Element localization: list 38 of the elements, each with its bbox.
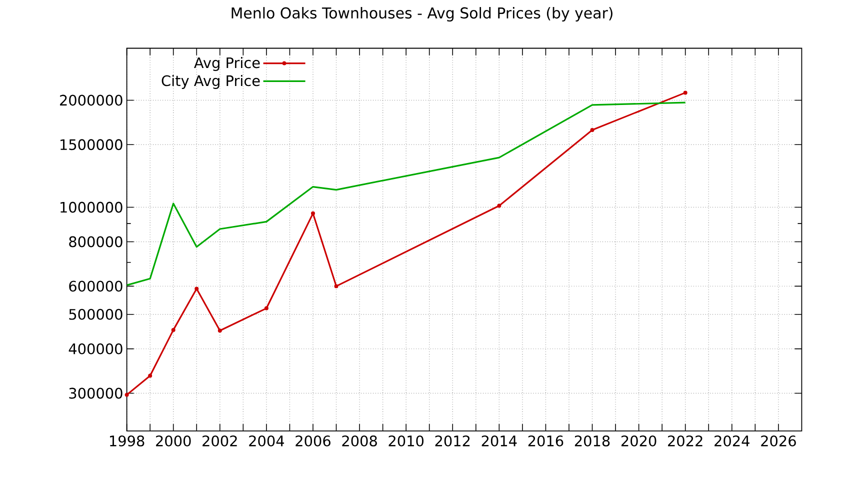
point	[334, 284, 338, 288]
point	[590, 128, 594, 132]
y-tick-label: 1500000	[60, 139, 122, 150]
x-tick-label: 2018	[574, 435, 610, 446]
x-tick-label: 2026	[761, 435, 796, 446]
point	[218, 328, 222, 333]
x-tick-label: 2016	[528, 435, 564, 446]
x-tick-label: 2006	[296, 435, 330, 446]
y-tick-label: 600000	[69, 280, 122, 292]
legend-label: City Avg Price	[162, 74, 260, 89]
point	[683, 90, 688, 95]
y-tick-label: 400000	[68, 343, 122, 354]
y-tick-label: 300000	[69, 388, 122, 399]
x-tick-label: 2010	[388, 435, 424, 446]
x-tick-label: 1998	[110, 435, 144, 446]
x-tick-label: 2004	[249, 435, 284, 446]
point	[310, 211, 315, 216]
legend-label: Avg Price	[194, 57, 260, 72]
y-tick-label: 2000000	[60, 94, 122, 106]
x-tick-label: 2014	[482, 435, 517, 446]
x-tick-label: 2024	[714, 435, 750, 446]
x-tick-label: 2000	[156, 435, 191, 446]
point	[264, 306, 268, 310]
y-tick-label: 800000	[69, 236, 122, 248]
y-tick-label: 1000000	[60, 202, 122, 213]
point	[194, 286, 199, 291]
x-tick-label: 2002	[202, 435, 237, 446]
x-tick-label: 2008	[342, 435, 377, 446]
chart-title: Menlo Oaks Townhouses - Avg Sold Prices (by year)	[232, 7, 612, 22]
point	[171, 328, 176, 332]
point	[148, 374, 152, 378]
x-tick-label: 2020	[621, 435, 656, 446]
y-tick-label: 500000	[69, 308, 122, 320]
x-tick-label: 2012	[435, 435, 470, 446]
point	[497, 204, 502, 208]
line-series	[126, 102, 686, 286]
x-tick-label: 2022	[668, 435, 702, 446]
point	[124, 392, 129, 397]
